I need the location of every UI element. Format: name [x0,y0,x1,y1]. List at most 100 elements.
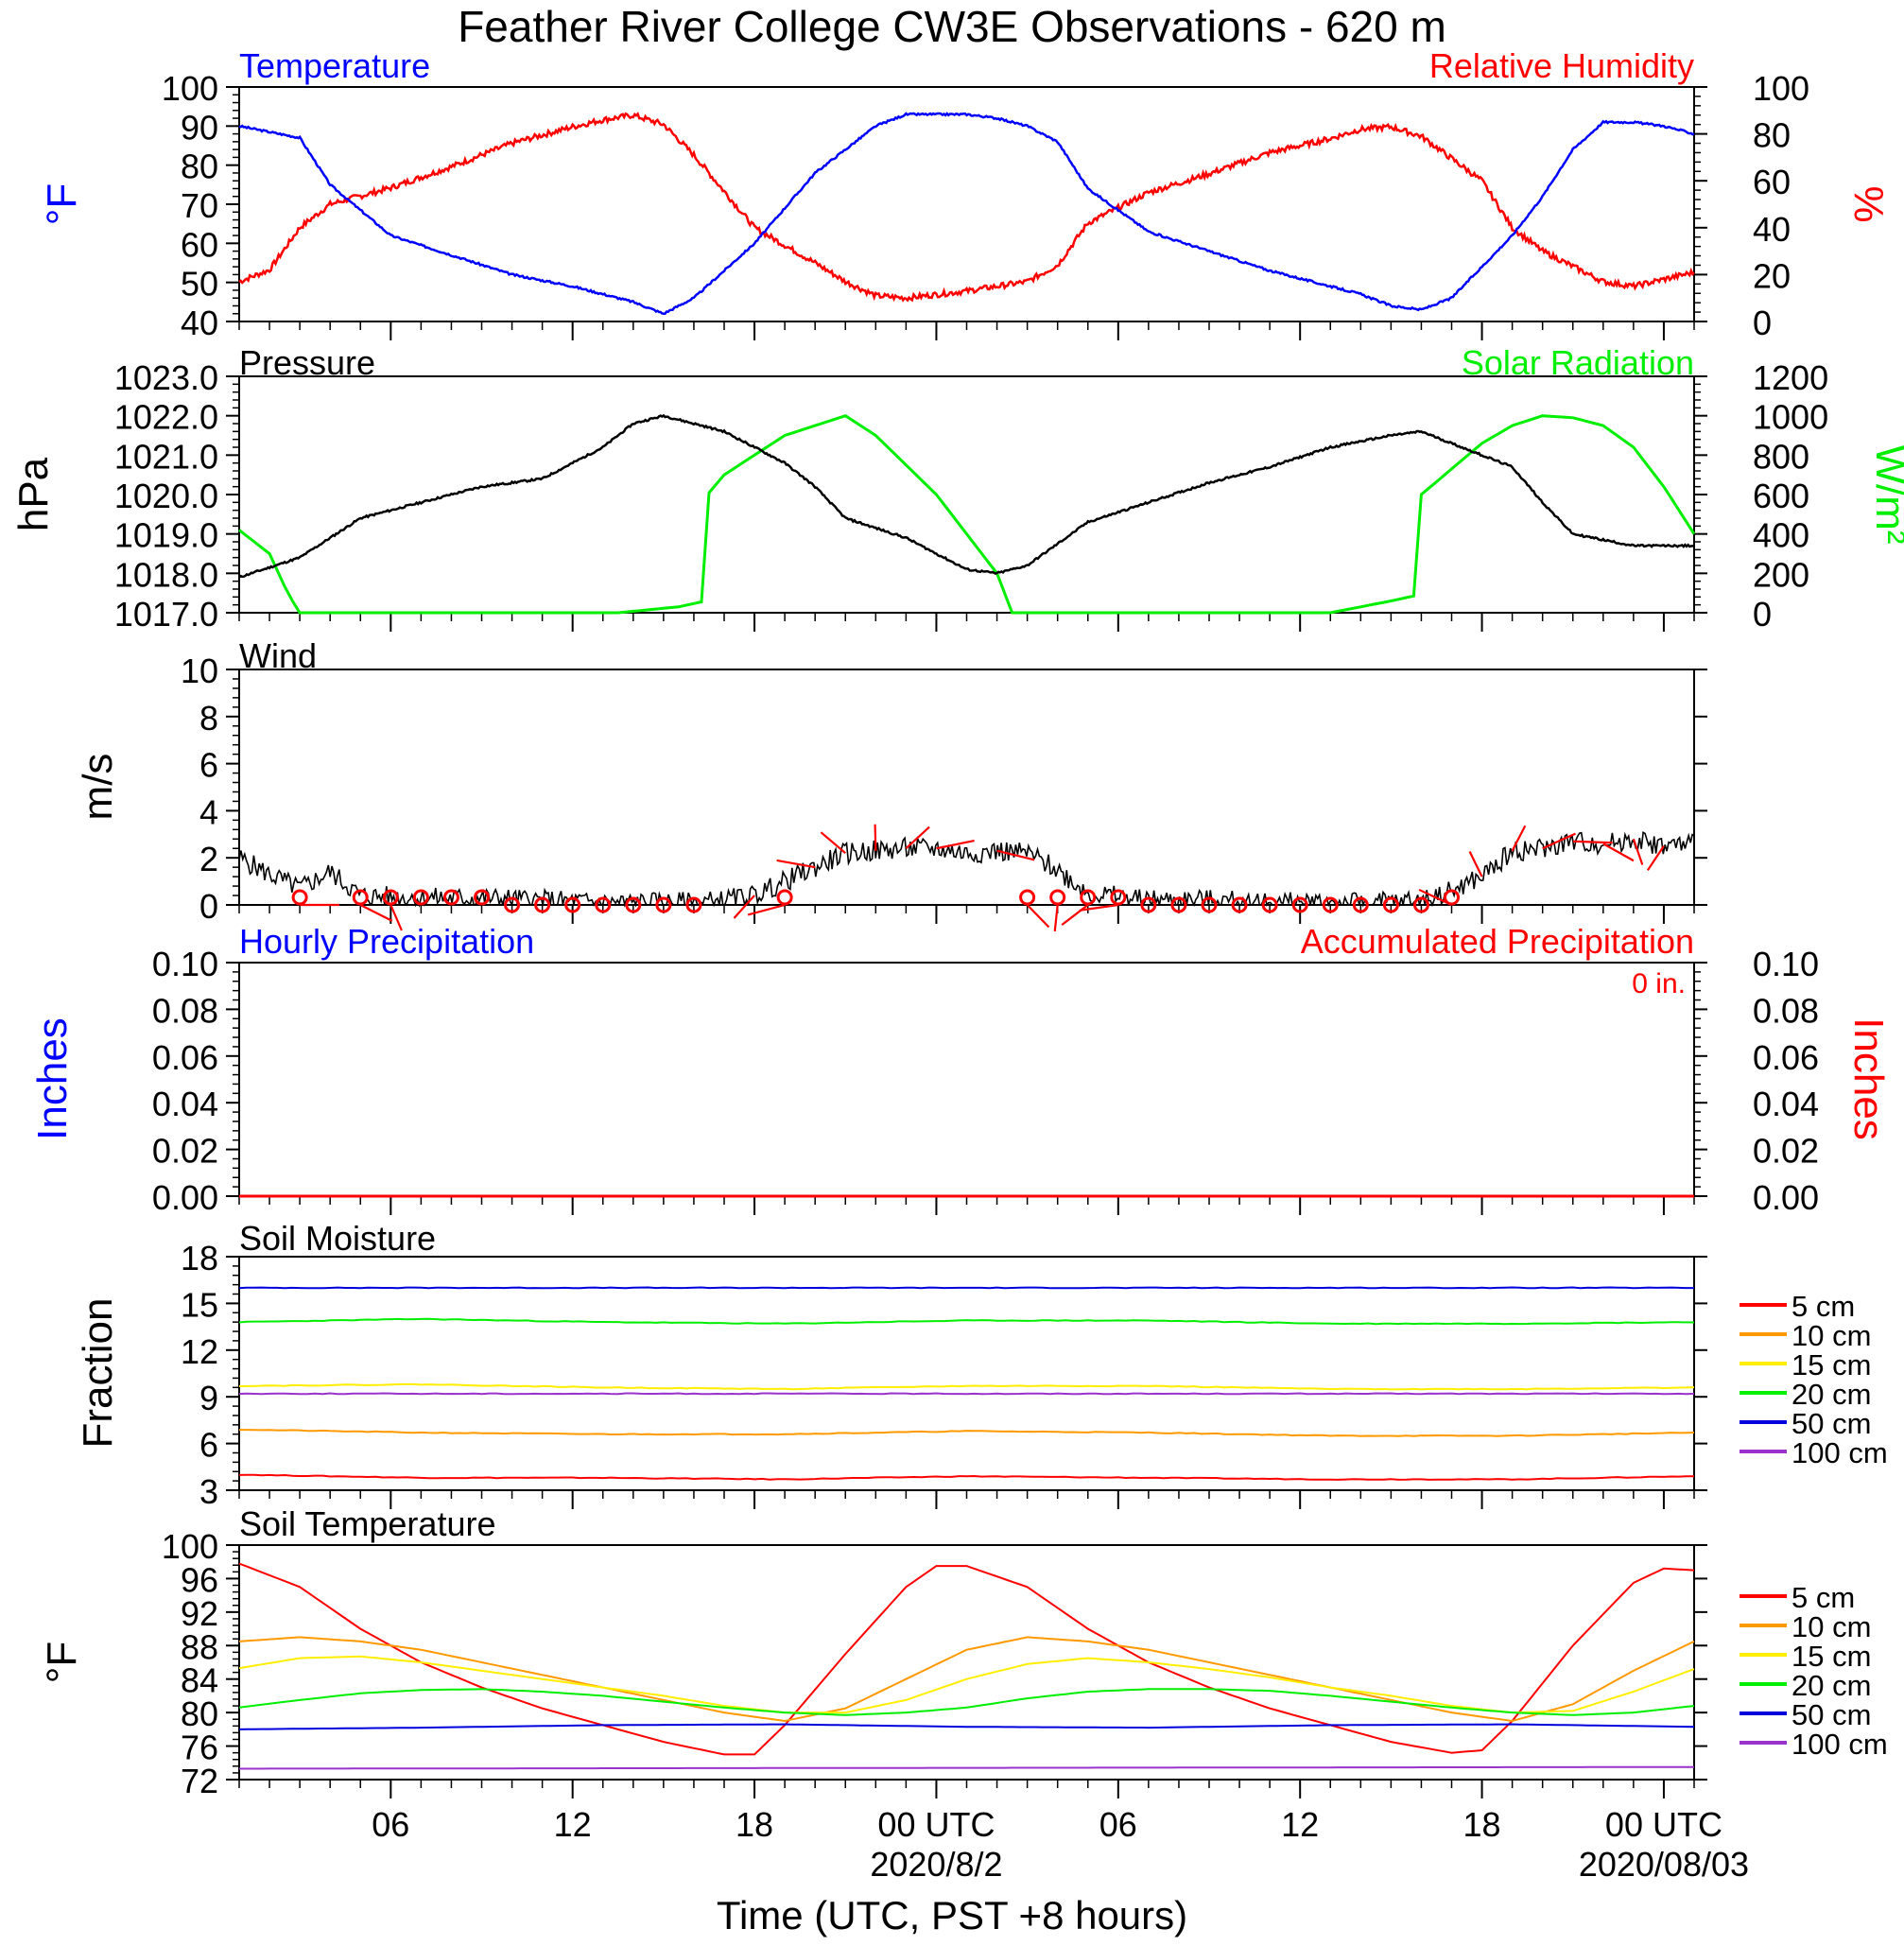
calm-wind-marker [474,889,490,906]
precip-panel-ytick-right-label: 0.00 [1753,1178,1819,1217]
calm-wind-marker [1412,896,1429,913]
pressure-axis-label: hPa [10,457,57,531]
wind-barb [905,825,930,850]
wind-barb [1646,845,1665,871]
legend-label: 100 cm [1791,1436,1888,1469]
temp-panel-ytick-label: 80 [181,148,218,186]
temperature-axis-label: °F [39,183,85,225]
soil-temp-panel-ytick-label: 76 [181,1729,218,1767]
wind-barb [1572,840,1613,844]
pressure-panel-ytick-right-label: 800 [1753,437,1809,476]
precip-panel-ytick-label: 0.10 [152,945,218,983]
legend-label: 15 cm [1791,1640,1871,1673]
calm-wind-marker [291,889,308,906]
temp-panel-ytick-label: 70 [181,186,218,225]
figure-title: Feather River College CW3E Observations … [458,2,1446,51]
calm-wind-marker [595,896,612,913]
soil-temp-panel-ytick-label: 96 [181,1560,218,1599]
soil-moisture-panel-ytick-label: 18 [181,1239,218,1277]
x-axis-label: Time (UTC, PST +8 hours) [717,1893,1187,1937]
x-date-label: 2020/08/03 [1579,1845,1749,1884]
accumulated-precip-title: Accumulated Precipitation [1301,922,1694,961]
calm-wind-marker [412,889,429,906]
legend-label: 10 cm [1791,1610,1871,1643]
precip-panel-ytick-right-label: 0.02 [1753,1132,1819,1171]
pressure-panel-ytick-right-label: 200 [1753,555,1809,594]
x-tick-label: 12 [1281,1805,1319,1844]
precip-panel-ytick-right-label: 0.06 [1753,1038,1819,1077]
temp-panel-ytick-right-label: 80 [1753,116,1791,155]
precip-panel-ytick-label: 0.04 [152,1085,218,1123]
calm-wind-marker [442,889,459,906]
calm-wind-marker [564,896,581,913]
humidity-title: Relative Humidity [1429,46,1694,85]
wind-panel-ytick-label: 0 [199,887,218,926]
x-tick-label: 18 [1463,1805,1501,1844]
soil-moisture-axis-label: Fraction [75,1298,121,1449]
wind-barb [1079,903,1118,912]
wind-barb [733,895,755,919]
soil-moisture-line-100cm [238,1392,1695,1396]
calm-wind-marker [625,896,642,913]
soil-moisture-panel-ytick-label: 9 [199,1379,218,1417]
calm-wind-marker [1019,889,1036,906]
legend-label: 5 cm [1791,1290,1855,1323]
soil-moisture-line-50cm [238,1286,1694,1290]
legend-label: 10 cm [1791,1319,1871,1352]
pressure-panel-ytick-label: 1022.0 [114,398,218,437]
wind-barb [1542,832,1576,850]
calm-wind-marker [1291,896,1308,913]
soil-temp-axis-label: °F [39,1642,85,1683]
soil-moisture-panel-frame [238,1256,1695,1491]
calm-wind-marker [1322,896,1339,913]
x-tick-label: 00 UTC [877,1805,995,1844]
soil-moisture-panel-ytick-label: 3 [199,1472,218,1511]
accum-precip-axis-label: Inches [1845,1017,1892,1140]
calm-wind-marker [1352,896,1369,913]
wind-barb [1468,851,1483,877]
legend-label: 20 cm [1791,1669,1871,1702]
pressure-panel-ytick-label: 1021.0 [114,437,218,476]
wind-panel-ytick-label: 2 [199,840,218,878]
soil-temp-panel-ytick-label: 88 [181,1627,218,1666]
temp-panel-ytick-right-label: 100 [1753,69,1809,108]
calm-wind-marker [1110,889,1127,906]
wind-barb [1026,904,1050,929]
wind-barb [874,824,877,851]
soil-moisture-panel-ytick-label: 6 [199,1426,218,1465]
temp-panel-ytick-right-label: 40 [1753,210,1791,249]
wind-panel-frame [238,669,1695,906]
legend-label: 20 cm [1791,1378,1871,1411]
precip-panel-ytick-label: 0.08 [152,991,218,1030]
legend-label: 50 cm [1791,1407,1871,1440]
temp-panel-frame [238,86,1695,322]
calm-wind-marker [1049,889,1066,906]
hourly-precip-axis-label: Inches [29,1017,76,1140]
soil-temp-line-15cm [238,1655,1695,1714]
calm-wind-marker [504,896,521,913]
precip-panel-ytick-right-label: 0.10 [1753,945,1819,983]
wind-barb [1632,838,1644,865]
precip-panel-ytick-right-label: 0.08 [1753,991,1819,1030]
pressure-panel-ytick-right-label: 0 [1753,595,1772,634]
x-tick-label: 00 UTC [1605,1805,1722,1844]
pressure-panel-ytick-right-label: 600 [1753,477,1809,515]
hourly-precip-title: Hourly Precipitation [239,922,534,961]
temp-panel-ytick-right-label: 60 [1753,163,1791,201]
wind-title: Wind [239,636,317,675]
temp-panel-ytick-right-label: 0 [1753,304,1772,342]
x-tick-label: 18 [736,1805,773,1844]
accumulated-precip-total: 0 in. [1632,968,1686,999]
soil-moisture-title: Soil Moisture [239,1219,436,1258]
calm-wind-marker [534,896,551,913]
wind-panel-ytick-label: 4 [199,792,218,831]
soil-temp-panel-ytick-label: 80 [181,1694,218,1733]
wind-barb [359,904,393,922]
soil-moisture-line-15cm [238,1382,1695,1391]
wind-panel-ytick-label: 10 [181,652,218,690]
soil-temp-panel-ytick-label: 84 [181,1661,218,1700]
pressure-line [238,413,1694,579]
temp-panel-ytick-label: 40 [181,304,218,342]
temp-panel-ytick-label: 90 [181,108,218,147]
wind-barb [820,831,846,855]
